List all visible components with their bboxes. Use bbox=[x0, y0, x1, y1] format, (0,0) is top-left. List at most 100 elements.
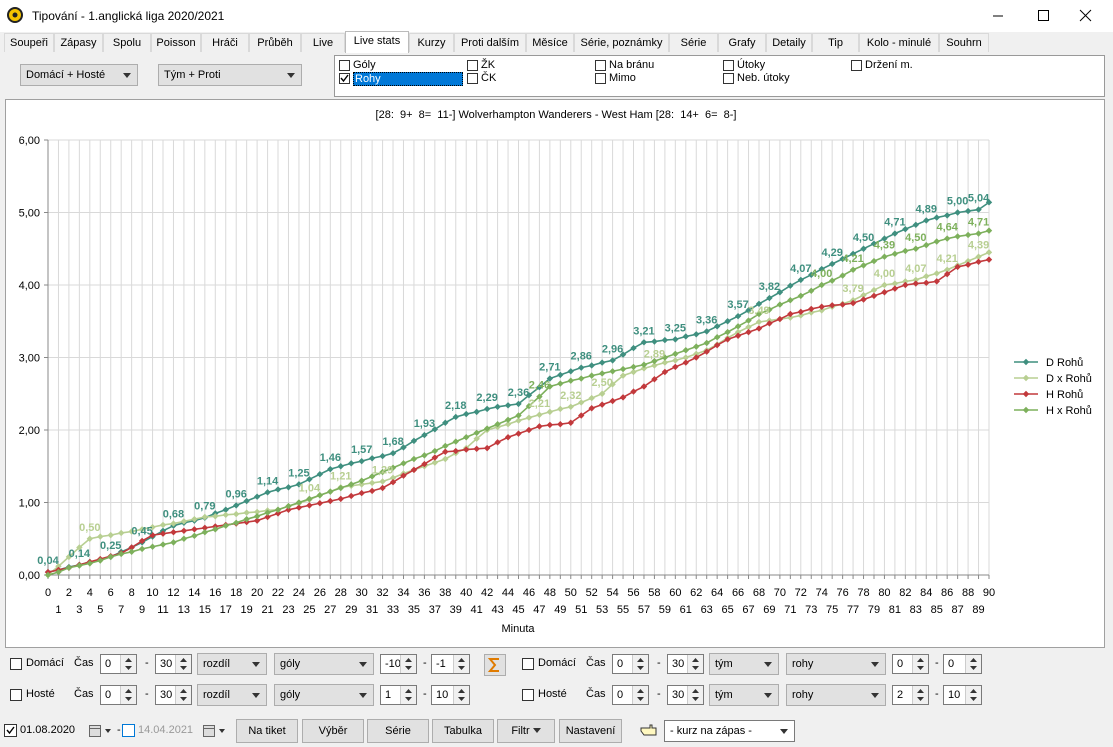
spin-box[interactable]: 2 bbox=[892, 685, 929, 705]
toolbar-button[interactable]: Nastavení bbox=[559, 719, 622, 743]
spin-box[interactable]: 30 bbox=[155, 654, 192, 674]
spin-buttons[interactable] bbox=[400, 655, 416, 673]
spin-value[interactable]: 30 bbox=[672, 658, 684, 670]
spin-buttons[interactable] bbox=[632, 655, 648, 673]
tab[interactable]: Hráči bbox=[201, 33, 249, 52]
spin-value[interactable]: 30 bbox=[160, 658, 172, 670]
spin-buttons[interactable] bbox=[965, 655, 981, 673]
spin-buttons[interactable] bbox=[912, 655, 928, 673]
checkbox[interactable] bbox=[595, 73, 606, 84]
spin-buttons[interactable] bbox=[453, 655, 469, 673]
toolbar-button[interactable]: Na tiket bbox=[236, 719, 298, 743]
checkbox-label[interactable]: Mimo bbox=[609, 72, 636, 84]
button-label[interactable]: Filtr bbox=[511, 725, 529, 737]
checkbox-label[interactable]: Držení m. bbox=[865, 59, 913, 71]
spin-buttons[interactable] bbox=[175, 655, 191, 673]
spin-buttons[interactable] bbox=[965, 686, 981, 704]
spin-box[interactable]: 0 bbox=[943, 654, 982, 674]
checkbox[interactable] bbox=[467, 73, 478, 84]
spin-value[interactable]: 10 bbox=[436, 689, 448, 701]
button-label[interactable]: Série bbox=[385, 725, 411, 737]
sum-button[interactable] bbox=[484, 654, 506, 676]
checkbox[interactable] bbox=[339, 60, 350, 71]
spin-buttons[interactable] bbox=[120, 686, 136, 704]
checkbox[interactable] bbox=[851, 60, 862, 71]
button-label[interactable]: Nastavení bbox=[566, 725, 616, 737]
checkbox-label[interactable]: Na bránu bbox=[609, 59, 654, 71]
tab[interactable]: Souhrn bbox=[939, 33, 989, 52]
toolbar-button[interactable]: Výběr bbox=[302, 719, 364, 743]
tab[interactable]: Spolu bbox=[103, 33, 151, 52]
checkbox[interactable] bbox=[339, 73, 350, 84]
tab[interactable]: Kurzy bbox=[409, 33, 454, 52]
checkbox-label[interactable]: Hosté bbox=[26, 688, 55, 700]
button-label[interactable]: Na tiket bbox=[248, 725, 285, 737]
checkbox[interactable] bbox=[4, 724, 17, 737]
spin-value[interactable]: -1 bbox=[436, 658, 446, 670]
checkbox-label[interactable]: Hosté bbox=[538, 688, 567, 700]
dropdown[interactable]: rohy bbox=[786, 684, 886, 706]
spin-value[interactable]: 0 bbox=[948, 658, 954, 670]
calendar-button[interactable] bbox=[200, 720, 230, 742]
spin-buttons[interactable] bbox=[632, 686, 648, 704]
spin-value[interactable]: 2 bbox=[897, 689, 903, 701]
toolbar-button[interactable]: Série bbox=[367, 719, 429, 743]
tab[interactable]: Grafy bbox=[718, 33, 766, 52]
checkbox-label[interactable]: Rohy bbox=[353, 72, 463, 86]
spin-box[interactable]: 10 bbox=[943, 685, 982, 705]
spin-box[interactable]: 0 bbox=[100, 685, 137, 705]
dropdown[interactable]: tým bbox=[709, 653, 779, 675]
dropdown[interactable]: tým bbox=[709, 684, 779, 706]
checkbox-label[interactable]: Domácí bbox=[26, 657, 64, 669]
button-label[interactable]: Tabulka bbox=[444, 725, 482, 737]
spin-buttons[interactable] bbox=[175, 686, 191, 704]
spin-value[interactable]: 0 bbox=[105, 658, 111, 670]
tab[interactable]: Live stats bbox=[345, 31, 409, 53]
tab[interactable]: Tip bbox=[812, 33, 859, 52]
spin-box[interactable]: 0 bbox=[100, 654, 137, 674]
spin-buttons[interactable] bbox=[400, 686, 416, 704]
spin-box[interactable]: -1 bbox=[431, 654, 470, 674]
tab[interactable]: Detaily bbox=[766, 33, 812, 52]
checkbox[interactable] bbox=[723, 60, 734, 71]
spin-value[interactable]: 0 bbox=[897, 658, 903, 670]
dropdown[interactable]: rozdíl bbox=[197, 684, 267, 706]
tab[interactable]: Série, poznámky bbox=[574, 33, 669, 52]
dropdown[interactable]: Domácí + Hosté bbox=[20, 64, 138, 86]
spin-box[interactable]: 0 bbox=[612, 685, 649, 705]
checkbox-label[interactable]: Domácí bbox=[538, 657, 576, 669]
spin-value[interactable]: -10 bbox=[385, 658, 401, 670]
tab[interactable]: Zápasy bbox=[54, 33, 103, 52]
spin-box[interactable]: 30 bbox=[667, 685, 704, 705]
dropdown[interactable]: góly bbox=[274, 653, 374, 675]
checkbox[interactable] bbox=[467, 60, 478, 71]
spin-box[interactable]: 30 bbox=[155, 685, 192, 705]
spin-value[interactable]: 30 bbox=[160, 689, 172, 701]
checkbox[interactable] bbox=[10, 689, 22, 701]
tab[interactable]: Kolo - minulé bbox=[859, 33, 939, 52]
toolbar-button[interactable]: Filtr bbox=[497, 719, 555, 743]
spin-value[interactable]: 0 bbox=[617, 689, 623, 701]
spin-value[interactable]: 10 bbox=[948, 689, 960, 701]
spin-value[interactable]: 1 bbox=[385, 689, 391, 701]
tab[interactable]: Průběh bbox=[249, 33, 301, 52]
spin-value[interactable]: 30 bbox=[672, 689, 684, 701]
dropdown[interactable]: Tým + Proti bbox=[158, 64, 302, 86]
spin-buttons[interactable] bbox=[687, 655, 703, 673]
dropdown[interactable]: rohy bbox=[786, 653, 886, 675]
spin-box[interactable]: 0 bbox=[892, 654, 929, 674]
spin-buttons[interactable] bbox=[453, 686, 469, 704]
tab[interactable]: Série bbox=[669, 33, 718, 52]
tab[interactable]: Soupeři bbox=[4, 33, 54, 52]
checkbox[interactable] bbox=[522, 658, 534, 670]
checkbox[interactable] bbox=[723, 73, 734, 84]
dropdown[interactable]: góly bbox=[274, 684, 374, 706]
spin-value[interactable]: 0 bbox=[105, 689, 111, 701]
spin-buttons[interactable] bbox=[120, 655, 136, 673]
dropdown[interactable]: - kurz na zápas - bbox=[664, 720, 795, 742]
checkbox[interactable] bbox=[122, 724, 135, 737]
date-input[interactable]: 14.04.2021 bbox=[138, 724, 193, 736]
spin-value[interactable]: 0 bbox=[617, 658, 623, 670]
toolbar-button[interactable]: Tabulka bbox=[432, 719, 494, 743]
button-label[interactable]: Výběr bbox=[319, 725, 348, 737]
